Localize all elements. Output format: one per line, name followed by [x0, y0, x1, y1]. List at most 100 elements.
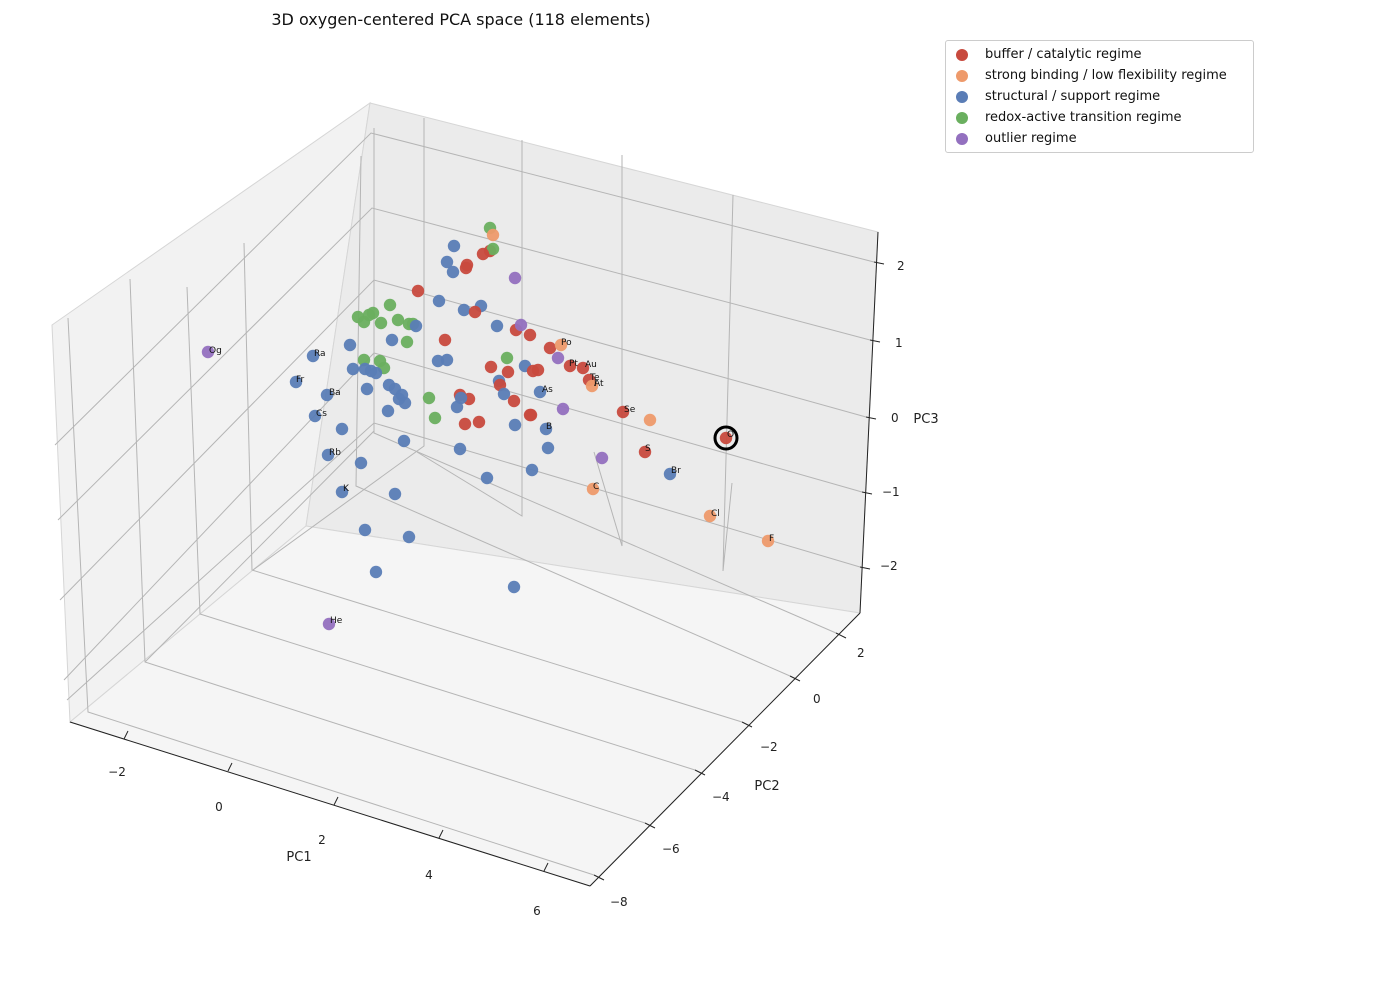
scatter-point: [476, 247, 490, 261]
scatter-point: [320, 388, 334, 402]
chart-legend: buffer / catalytic regime strong binding…: [945, 40, 1254, 153]
point-label: K: [343, 484, 350, 494]
scatter-point: [480, 471, 494, 485]
point-label: Ba: [329, 388, 341, 398]
point-label: S: [645, 444, 651, 454]
scatter-point: [551, 351, 565, 365]
grid-pc3-1: [57, 207, 871, 521]
scatter-point: [533, 385, 547, 399]
point-label: I: [594, 379, 597, 389]
pc3-tick-mark: [865, 416, 877, 420]
scatter-point: [357, 353, 371, 367]
scatter-point: [446, 265, 460, 279]
pc1-tick-label: 2: [318, 833, 326, 847]
pc2-tick-label: −6: [662, 842, 680, 856]
scatter-point: [507, 580, 521, 594]
point-label: Po: [561, 338, 572, 348]
scatter-point: [507, 394, 521, 408]
scatter-point: [486, 242, 500, 256]
legend-label: outlier regime: [985, 131, 1077, 146]
scatter-point: [761, 534, 775, 548]
point-label: Fr: [296, 375, 305, 385]
scatter-point: [400, 335, 414, 349]
scatter-point: [422, 391, 436, 405]
pc2-axis-label: PC2: [754, 779, 779, 794]
pc2-tick-mark: [835, 632, 847, 639]
scatter-point: [539, 422, 553, 436]
legend-marker: [956, 48, 968, 61]
scatter-point: [638, 445, 652, 459]
scatter-point: [306, 349, 320, 363]
point-label: Cs: [316, 409, 327, 419]
scatter-point: [346, 362, 360, 376]
scatter-point: [486, 228, 500, 242]
point-label: B: [546, 422, 552, 432]
pc2-tick-label: 0: [813, 692, 821, 706]
legend-label: redox-active transition regime: [985, 110, 1182, 125]
highlight-ring: [713, 425, 739, 451]
pc3-axis-label: PC3: [913, 412, 938, 427]
pc1-tick-label: 4: [425, 868, 433, 882]
scatter-point: [508, 418, 522, 432]
grid-pc3-2: [54, 132, 875, 446]
point-label: Ra: [314, 349, 326, 359]
pc1-tick-label: 0: [215, 800, 223, 814]
grid-pc2-0: [355, 155, 791, 677]
scatter-point: [497, 387, 511, 401]
scatter-point: [586, 482, 600, 496]
pc2-tick-label: 2: [857, 646, 865, 660]
grid-lines: [54, 118, 875, 876]
pc1-tick-label: 6: [533, 904, 541, 918]
grid-pc2-neg4: [186, 286, 696, 771]
scatter-point: [501, 365, 515, 379]
scatter-point: [484, 360, 498, 374]
point-label: F: [769, 534, 774, 544]
grid-pc2-neg2: [243, 242, 743, 723]
scatter-point: [508, 271, 522, 285]
legend-label: buffer / catalytic regime: [985, 47, 1142, 62]
scatter-point: [576, 361, 590, 375]
chart-title: 3D oxygen-centered PCA space (118 elemen…: [271, 10, 650, 29]
point-label: He: [330, 616, 343, 626]
pc2-tick-mark: [644, 822, 656, 829]
scatter-point: [374, 316, 388, 330]
pc1-tick-mark: [227, 762, 233, 772]
legend-label: structural / support regime: [985, 89, 1161, 104]
scatter-point: [459, 261, 473, 275]
point-label: Rb: [329, 448, 341, 458]
scatter-point: [366, 306, 380, 320]
scatter-point: [531, 363, 545, 377]
point-label: As: [542, 385, 553, 395]
pc1-axis-label: PC1: [286, 850, 311, 865]
scatter-point: [321, 448, 335, 462]
scatter-point: [381, 404, 395, 418]
scatter-point: [432, 294, 446, 308]
scatter-point: [335, 485, 349, 499]
scatter-point: [563, 359, 577, 373]
scatter-point: [360, 382, 374, 396]
scatter-point: [457, 303, 471, 317]
pc3-tick-mark: [873, 261, 885, 265]
point-label: At: [594, 379, 604, 389]
scatter-point: [388, 487, 402, 501]
scatter-point: [543, 341, 557, 355]
scatter-point: [397, 434, 411, 448]
scatter-point: [663, 467, 677, 481]
pc3-tick-label: −1: [882, 485, 900, 499]
point-label: C: [593, 482, 599, 492]
legend-item: redox-active transition regime: [946, 107, 1253, 128]
scatter-point: [391, 313, 405, 327]
scatter-point: [369, 565, 383, 579]
grid-pc2-2: [373, 128, 837, 634]
scatter-point: [354, 456, 368, 470]
scatter-point: [450, 400, 464, 414]
legend-item: outlier regime: [946, 128, 1253, 149]
point-label: Pt: [569, 359, 578, 369]
pc3-tick-label: 2: [897, 259, 905, 273]
grid-pc3-neg2: [66, 422, 861, 701]
scatter-point: [398, 396, 412, 410]
point-label: Au: [585, 360, 597, 370]
pc1-tick-label: −2: [108, 765, 126, 779]
legend-item: structural / support regime: [946, 86, 1253, 107]
pc1-axis-line: [69, 721, 591, 887]
